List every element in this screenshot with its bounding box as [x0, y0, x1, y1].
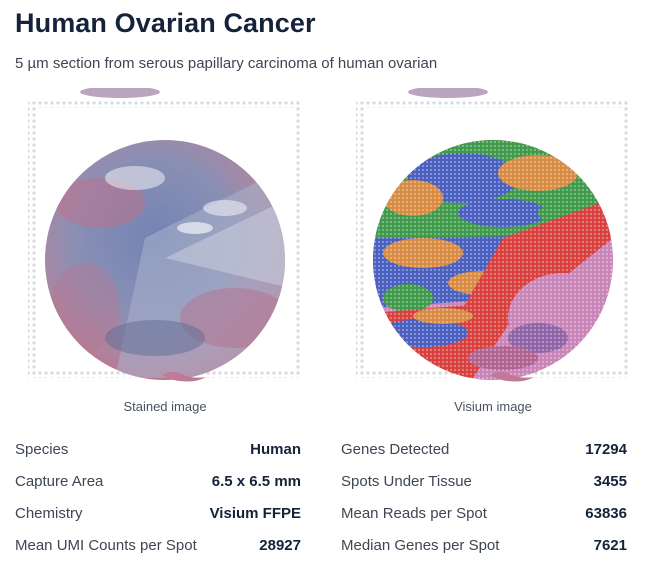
stat-spots-under-tissue: Spots Under Tissue 3455: [341, 473, 627, 505]
visium-image-caption: Visium image: [454, 399, 532, 414]
stats-right: Genes Detected 17294 Spots Under Tissue …: [341, 441, 627, 569]
stat-species: Species Human: [15, 441, 301, 473]
stat-label: Median Genes per Spot: [341, 537, 500, 554]
stat-label: Genes Detected: [341, 441, 450, 458]
stat-value: 17294: [585, 441, 627, 458]
stat-label: Capture Area: [15, 473, 104, 490]
stat-mean-umi: Mean UMI Counts per Spot 28927: [15, 537, 301, 569]
stats-left: Species Human Capture Area 6.5 x 6.5 mm …: [15, 441, 301, 569]
stat-median-genes: Median Genes per Spot 7621: [341, 537, 627, 569]
stat-label: Mean Reads per Spot: [341, 505, 487, 522]
stat-chemistry: Chemistry Visium FFPE: [15, 505, 301, 537]
page-subtitle: 5 µm section from serous papillary carci…: [15, 55, 438, 72]
stat-genes-detected: Genes Detected 17294: [341, 441, 627, 473]
stat-value: Human: [250, 441, 301, 458]
stat-capture-area: Capture Area 6.5 x 6.5 mm: [15, 473, 301, 505]
stat-value: Visium FFPE: [209, 505, 301, 522]
page-title: Human Ovarian Cancer: [15, 8, 316, 38]
stat-label: Species: [15, 441, 69, 458]
stained-image-caption: Stained image: [123, 399, 207, 414]
stat-value: 28927: [259, 537, 301, 554]
stat-label: Chemistry: [15, 505, 83, 522]
visium-image: [353, 88, 633, 393]
stat-label: Spots Under Tissue: [341, 473, 472, 490]
stat-mean-reads: Mean Reads per Spot 63836: [341, 505, 627, 537]
stat-value: 6.5 x 6.5 mm: [211, 473, 301, 490]
stat-label: Mean UMI Counts per Spot: [15, 537, 197, 554]
stat-value: 3455: [593, 473, 627, 490]
stained-image: [25, 88, 305, 393]
stat-value: 7621: [593, 537, 627, 554]
stat-value: 63836: [585, 505, 627, 522]
